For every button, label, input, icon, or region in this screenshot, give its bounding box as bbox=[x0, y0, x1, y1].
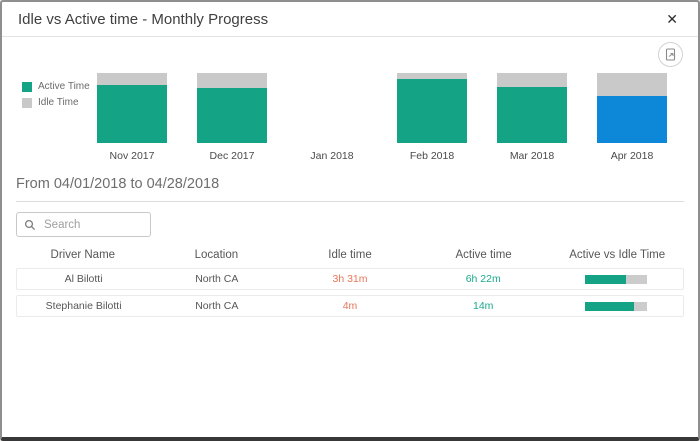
month-label: Nov 2017 bbox=[109, 150, 155, 162]
month-label: Mar 2018 bbox=[509, 150, 555, 162]
active-segment[interactable] bbox=[197, 87, 267, 143]
dialog-title: Idle vs Active time - Monthly Progress bbox=[18, 10, 269, 28]
month-label: Feb 2018 bbox=[409, 150, 455, 162]
column-header-active-time: Active time bbox=[455, 249, 512, 261]
stacked-bar[interactable] bbox=[397, 73, 467, 143]
search-row bbox=[16, 212, 684, 237]
table-row[interactable]: Al Bilotti North CA 3h 31m 6h 22m bbox=[16, 268, 684, 290]
column-header-idle-time: Idle time bbox=[328, 249, 372, 261]
chart-legend: Active Time Idle Time bbox=[22, 81, 90, 113]
chart-column-dec-2017: Dec 2017 bbox=[182, 73, 282, 164]
chart-column-apr-2018: Apr 2018 bbox=[582, 73, 682, 164]
month-label: Dec 2017 bbox=[209, 150, 255, 162]
idle-segment[interactable] bbox=[97, 73, 167, 85]
idle-segment[interactable] bbox=[597, 73, 667, 97]
location-cell: North CA bbox=[195, 273, 239, 285]
table-header: Driver Name Location Idle time Active ti… bbox=[16, 249, 684, 261]
active-vs-idle-cell bbox=[550, 300, 683, 312]
ratio-bar-active-fill bbox=[585, 274, 626, 284]
idle-time-cell: 3h 31m bbox=[332, 273, 368, 285]
active-segment[interactable] bbox=[397, 79, 467, 143]
close-button[interactable]: ✕ bbox=[662, 10, 682, 28]
period-heading: From 04/01/2018 to 04/28/2018 bbox=[16, 176, 684, 202]
idle-segment[interactable] bbox=[197, 73, 267, 88]
search-icon bbox=[24, 219, 42, 231]
export-button[interactable] bbox=[658, 42, 683, 67]
chart-column-jan-2018: Jan 2018 bbox=[282, 73, 382, 164]
column-header-location: Location bbox=[194, 249, 239, 261]
ratio-bar-active-fill bbox=[585, 301, 634, 311]
dialog-titlebar: Idle vs Active time - Monthly Progress ✕ bbox=[2, 2, 698, 37]
idle-segment[interactable] bbox=[497, 73, 567, 87]
close-icon: ✕ bbox=[666, 11, 678, 27]
search-input[interactable] bbox=[42, 217, 143, 232]
chart-column-feb-2018: Feb 2018 bbox=[382, 73, 482, 164]
monthly-progress-chart: Active Time Idle Time Nov 2017 Dec 2017 Ja… bbox=[2, 37, 698, 164]
active-segment[interactable] bbox=[497, 87, 567, 143]
table-row[interactable]: Stephanie Bilotti North CA 4m 14m bbox=[16, 295, 684, 317]
idle-time-swatch-icon bbox=[22, 97, 32, 108]
legend-item-active: Active Time bbox=[22, 81, 90, 92]
month-label: Jan 2018 bbox=[310, 150, 354, 162]
location-cell: North CA bbox=[195, 300, 239, 312]
active-vs-idle-cell bbox=[550, 273, 683, 285]
active-segment[interactable] bbox=[97, 84, 167, 143]
idle-time-cell: 4m bbox=[342, 300, 358, 312]
stacked-bar[interactable] bbox=[97, 73, 167, 143]
chart-column-mar-2018: Mar 2018 bbox=[482, 73, 582, 164]
export-image-icon bbox=[664, 48, 677, 61]
search-box[interactable] bbox=[16, 212, 151, 237]
idle-segment[interactable] bbox=[397, 73, 467, 80]
active-time-swatch-icon bbox=[22, 81, 32, 92]
stacked-bar[interactable] bbox=[297, 73, 367, 143]
legend-label: Active Time bbox=[38, 81, 90, 92]
chart-columns: Nov 2017 Dec 2017 Jan 2018 Feb 2018 Mar 2018… bbox=[82, 73, 682, 164]
column-header-driver-name: Driver Name bbox=[50, 249, 116, 261]
table-body: Al Bilotti North CA 3h 31m 6h 22m Stephanie … bbox=[2, 268, 698, 317]
legend-label: Idle Time bbox=[38, 97, 79, 108]
stacked-bar[interactable] bbox=[197, 73, 267, 143]
active-time-cell: 6h 22m bbox=[465, 273, 501, 285]
stacked-bar[interactable] bbox=[497, 73, 567, 143]
driver-name-cell: Al Bilotti bbox=[64, 273, 103, 285]
active-segment[interactable] bbox=[597, 96, 667, 143]
active-time-cell: 14m bbox=[472, 300, 494, 312]
month-label: Apr 2018 bbox=[610, 150, 654, 162]
ratio-bar bbox=[585, 274, 648, 284]
column-header-active-vs-idle: Active vs Idle Time bbox=[569, 249, 666, 261]
driver-name-cell: Stephanie Bilotti bbox=[45, 300, 122, 312]
ratio-bar bbox=[585, 301, 648, 311]
chart-column-nov-2017: Nov 2017 bbox=[82, 73, 182, 164]
stacked-bar[interactable] bbox=[597, 73, 667, 143]
legend-item-idle: Idle Time bbox=[22, 97, 90, 108]
